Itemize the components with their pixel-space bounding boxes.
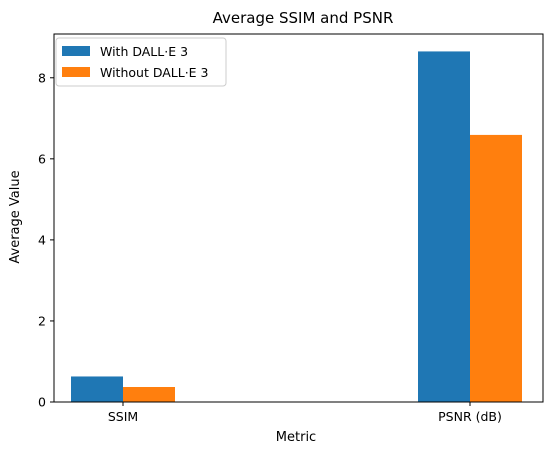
y-tick-label: 0 xyxy=(38,395,46,410)
y-tick-label: 4 xyxy=(38,232,46,247)
y-tick-label: 6 xyxy=(38,151,46,166)
legend: With DALL·E 3 Without DALL·E 3 xyxy=(55,37,227,87)
bar-with-0 xyxy=(71,376,123,402)
legend-label: Without DALL·E 3 xyxy=(100,65,209,80)
legend-box xyxy=(55,37,227,87)
legend-swatch xyxy=(62,67,90,77)
x-tick-label: PSNR (dB) xyxy=(438,409,502,424)
bar-with-1 xyxy=(418,51,470,403)
x-axis-title: Metric xyxy=(276,430,316,445)
bar-without-1 xyxy=(470,134,522,402)
y-tick-label: 2 xyxy=(38,313,46,328)
plot-area: 0 2 4 6 8 SSIM PSNR (dB) xyxy=(38,33,544,424)
x-tick-label: SSIM xyxy=(108,409,138,424)
chart-title: Average SSIM and PSNR xyxy=(213,9,394,27)
legend-label: With DALL·E 3 xyxy=(100,44,188,59)
y-axis-title: Average Value xyxy=(8,170,23,263)
legend-swatch xyxy=(62,46,90,56)
y-tick-label: 8 xyxy=(38,70,46,85)
bar-without-0 xyxy=(123,387,175,402)
plot-frame xyxy=(53,33,544,403)
